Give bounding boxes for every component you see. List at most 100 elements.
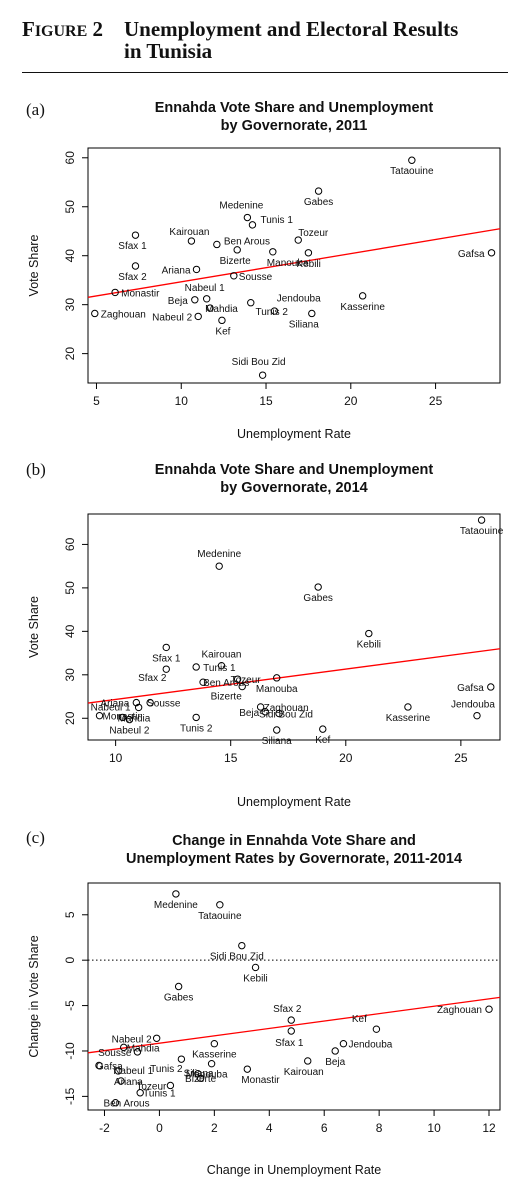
point-label-kebili: Kebili xyxy=(357,640,381,651)
point-label-tozeur: Tozeur xyxy=(136,1081,167,1092)
point-tunis-2 xyxy=(192,713,200,722)
point-medenine xyxy=(215,562,223,570)
point-sfax-1 xyxy=(131,231,140,239)
point-label-tozeur: Tozeur xyxy=(298,228,329,239)
point-label-tozeur: Tozeur xyxy=(231,675,262,686)
point-label-tataouine: Tataouine xyxy=(198,911,242,922)
point-manouba xyxy=(269,248,277,256)
plot-frame xyxy=(87,513,501,741)
point-label-tunis-2: Tunis 2 xyxy=(256,307,289,318)
point-label-siliana: Siliana xyxy=(262,736,292,747)
point-kef xyxy=(218,316,226,325)
x-tick-label: 10 xyxy=(175,394,189,408)
point-label-sfax-2: Sfax 2 xyxy=(118,272,147,283)
point-label-kebili: Kebili xyxy=(296,259,320,270)
point-sousse xyxy=(133,1048,142,1056)
point-label-kebili: Kebili xyxy=(243,973,267,984)
point-label-mahdia: Mahdia xyxy=(205,304,238,315)
point-sfax-2 xyxy=(131,262,140,270)
figure-number-prefix: F xyxy=(22,17,35,41)
point-monastir xyxy=(243,1065,252,1073)
x-tick-label: 0 xyxy=(156,1121,163,1135)
y-tick-label: 50 xyxy=(63,581,77,595)
point-label-sfax-1: Sfax 1 xyxy=(118,241,147,252)
point-sousse xyxy=(146,698,154,707)
point-mahdia xyxy=(206,304,214,312)
y-tick-label: 60 xyxy=(63,537,77,551)
point-mahdia xyxy=(118,713,127,722)
point-jendouba xyxy=(339,1040,348,1048)
point-kairouan xyxy=(217,661,226,670)
x-tick-label: 20 xyxy=(339,751,353,765)
point-tozeur xyxy=(166,1081,175,1090)
point-label-monastir: Monastir xyxy=(241,1075,280,1086)
point-label-medenine: Medenine xyxy=(154,900,198,911)
point-label-medenine: Medenine xyxy=(219,201,263,212)
point-label-jendouba: Jendouba xyxy=(277,294,321,305)
point-kasserine xyxy=(210,1040,219,1048)
point-label-jendouba: Jendouba xyxy=(451,700,495,711)
y-axis-label: Vote Share xyxy=(27,596,41,658)
point-ben-arous xyxy=(199,678,207,686)
point-label-monastir: Monastir xyxy=(103,712,142,723)
x-tick-label: 6 xyxy=(321,1121,328,1135)
point-kef xyxy=(372,1025,381,1033)
point-label-manouba: Manouba xyxy=(267,258,309,269)
point-sidi-bou-zid xyxy=(238,941,246,950)
chart-panel-c: Change in Ennahda Vote Share and Unemploy… xyxy=(27,833,501,1177)
point-nabeul-2 xyxy=(152,1034,161,1042)
point-label-gafsa: Gafsa xyxy=(458,249,485,260)
point-sidi-bou-zid xyxy=(258,371,267,379)
point-manouba xyxy=(273,674,281,682)
point-label-gafsa: Gafsa xyxy=(457,683,484,694)
x-axis-label: Unemployment Rate xyxy=(237,427,351,441)
point-label-jendouba: Jendouba xyxy=(348,1040,392,1051)
point-label-medenine: Medenine xyxy=(197,549,241,560)
point-ariana xyxy=(132,698,141,707)
point-siliana xyxy=(273,726,281,734)
point-tunis-1 xyxy=(192,663,200,671)
point-label-bizerte: Bizerte xyxy=(211,692,243,703)
y-tick-label: -5 xyxy=(63,1000,77,1011)
point-label-sfax-2: Sfax 2 xyxy=(138,673,167,684)
point-kebili xyxy=(304,249,313,257)
point-mahdia xyxy=(120,1043,128,1052)
point-label-mahdia: Mahdia xyxy=(127,1043,160,1054)
point-kairouan xyxy=(304,1057,312,1065)
point-label-monastir: Monastir xyxy=(121,288,160,299)
x-tick-label: 4 xyxy=(266,1121,273,1135)
y-tick-label: 40 xyxy=(63,249,77,263)
point-label-gabes: Gabes xyxy=(303,593,332,604)
point-nabeul-1 xyxy=(202,295,211,303)
x-tick-label: 5 xyxy=(93,394,100,408)
point-nabeul-2 xyxy=(125,715,134,724)
figure-header: FIGURE 2 Unemployment and Electoral Resul… xyxy=(22,18,508,62)
point-sfax-2 xyxy=(162,665,170,673)
point-label-mahdia: Mahdia xyxy=(118,713,151,724)
x-tick-label: -2 xyxy=(99,1121,110,1135)
point-label-ben-arous: Ben Arous xyxy=(203,678,249,689)
figure-number-rest: IGURE xyxy=(34,23,88,40)
figure-number-value: 2 xyxy=(92,17,104,41)
x-tick-label: 8 xyxy=(376,1121,383,1135)
point-ariana xyxy=(117,1077,125,1085)
point-label-gafsa: Gafsa xyxy=(96,1062,123,1073)
chart-title-line2: by Governorate, 2011 xyxy=(221,118,368,134)
point-tataouine xyxy=(216,901,224,909)
x-tick-label: 10 xyxy=(109,751,123,765)
point-ariana xyxy=(192,265,201,274)
y-tick-label: 30 xyxy=(63,298,77,312)
point-sfax-1 xyxy=(287,1027,295,1035)
point-nabeul-1 xyxy=(134,703,143,712)
point-label-manouba: Manouba xyxy=(256,684,298,695)
point-label-tunis-1: Tunis 1 xyxy=(203,663,236,674)
x-tick-label: 25 xyxy=(454,751,468,765)
point-bizerte xyxy=(196,1074,205,1082)
y-tick-label: 0 xyxy=(63,957,77,964)
y-tick-label: 40 xyxy=(63,624,77,638)
point-kasserine xyxy=(358,292,367,300)
point-label-kairouan: Kairouan xyxy=(284,1067,324,1078)
chart-panel-a: Ennahda Vote Share and Unemployment by Go… xyxy=(27,100,501,441)
point-gabes xyxy=(174,982,183,991)
y-tick-label: 5 xyxy=(63,911,77,918)
